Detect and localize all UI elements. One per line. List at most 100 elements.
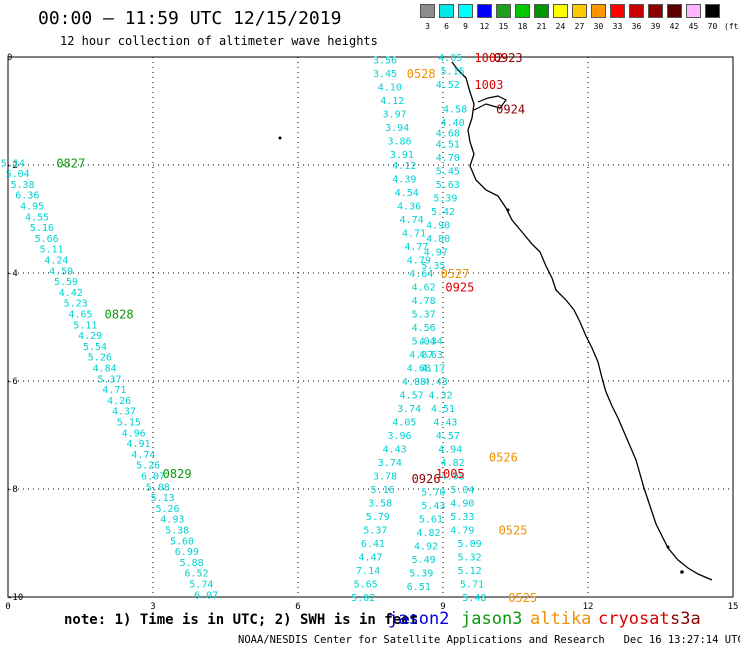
swh-value-jason3: 4.93 — [160, 515, 184, 526]
swh-value-altika: 4.64 — [409, 269, 433, 280]
swh-value-s3a: 5.43 — [421, 501, 445, 512]
swh-value-jason3: 5.16 — [30, 223, 54, 234]
swh-value-s3a: 4.58 — [443, 104, 467, 115]
time-labels: 0827 0828 0829 0528 0527 0526 0525 0525 1002 1003… — [56, 51, 537, 605]
swh-value-s3a: 6.51 — [407, 582, 431, 593]
swh-value-altika: 4.88 — [402, 377, 426, 388]
y-tick-label: -10 — [7, 593, 23, 603]
x-tick-label: 15 — [728, 602, 739, 612]
swh-value-altika: 5.79 — [366, 512, 390, 523]
scale-swatch — [572, 4, 587, 18]
island-dot — [278, 136, 282, 140]
swh-value-s3a: 5.15 — [441, 67, 465, 78]
swh-value-s3a: 5.09 — [458, 539, 482, 550]
swh-value-s3a: 4.51 — [431, 404, 455, 415]
swh-value-altika: 3.86 — [387, 137, 411, 148]
scale-label: 3 — [425, 22, 430, 31]
swh-value-altika: 4.79 — [407, 256, 431, 267]
scale-label: 39 — [650, 22, 661, 31]
chart-axes: 0 3 6 9 12 15 0 -2 -4 -6 -8 -10 — [5, 53, 738, 612]
swh-value-s3a: 5.39 — [433, 193, 457, 204]
swh-value-altika: 3.56 — [373, 56, 397, 67]
scale-swatch — [477, 4, 492, 18]
swh-value-s3a: 5.35 — [421, 261, 445, 272]
swh-value-jason3: 4.91 — [126, 439, 150, 450]
scale-label: (ft) — [724, 22, 740, 31]
swh-value-altika: 4.43 — [383, 445, 407, 456]
swh-value-jason3: 5.59 — [54, 277, 78, 288]
swh-value-jason3: 5.23 — [64, 299, 88, 310]
data-points: 5.145.045.386.364.954.555.165.665.114.24… — [1, 53, 487, 604]
swh-value-altika: 5.02 — [351, 593, 375, 604]
scale-swatch — [496, 4, 511, 18]
swh-value-altika: 4.87 — [409, 350, 433, 361]
x-tick-label: 6 — [295, 602, 300, 612]
swh-value-jason3: 5.13 — [151, 493, 175, 504]
scale-swatch — [534, 4, 549, 18]
legend-altika: altika — [530, 609, 592, 629]
legend-s3a: s3a — [670, 609, 701, 629]
swh-value-s3a: 4.43 — [424, 377, 448, 388]
swh-value-jason3: 6.07 — [141, 472, 165, 483]
page-subtitle: 12 hour collection of altimeter wave hei… — [60, 34, 378, 48]
swh-value-altika: 4.05 — [392, 418, 416, 429]
swh-value-altika: 4.47 — [358, 553, 382, 564]
swh-value-altika: 4.56 — [412, 323, 436, 334]
island-dot — [680, 570, 684, 574]
swh-value-s3a: 5.33 — [450, 512, 474, 523]
time-label-s3a: 0923 — [494, 51, 523, 65]
scale-label: 33 — [612, 22, 623, 31]
swh-value-jason3: 5.60 — [170, 536, 194, 547]
swh-value-altika: 4.12 — [392, 161, 416, 172]
swh-value-jason3: 5.14 — [1, 158, 25, 169]
legend-jason3: jason3 — [461, 609, 523, 629]
page-title: 00:00 – 11:59 UTC 12/15/2019 — [38, 8, 342, 29]
swh-value-altika: 5.37 — [363, 526, 387, 537]
scale-swatch — [610, 4, 625, 18]
coastline-path — [451, 61, 713, 581]
scale-swatch — [515, 4, 530, 18]
swh-value-altika: 3.74 — [397, 404, 421, 415]
scale-label: 21 — [536, 22, 547, 31]
swh-value-jason3: 5.66 — [35, 234, 59, 245]
time-label-cryosat: 0925 — [445, 281, 474, 295]
swh-value-s3a: 4.68 — [436, 129, 460, 140]
y-tick-label: -6 — [7, 377, 18, 387]
scale-label: 36 — [631, 22, 642, 31]
swh-value-s3a: 5.71 — [460, 580, 484, 591]
y-tick-label: -2 — [7, 161, 18, 171]
swh-value-s3a: 4.40 — [441, 118, 465, 129]
time-label-altika: 0525 — [508, 591, 537, 605]
swh-value-s3a: 4.82 — [416, 528, 440, 539]
credit-line: NOAA/NESDIS Center for Satellite Applica… — [238, 634, 740, 646]
swh-value-s3a: 4.51 — [436, 139, 460, 150]
swh-value-s3a: 5.70 — [421, 488, 445, 499]
swh-value-altika: 4.39 — [392, 175, 416, 186]
swh-value-jason3: 5.15 — [117, 418, 141, 429]
time-label-s3a: 0924 — [496, 102, 525, 116]
scale-swatch — [686, 4, 701, 18]
swh-value-jason3: 4.95 — [20, 202, 44, 213]
swh-value-s3a: 4.32 — [429, 391, 453, 402]
swh-value-altika: 4.62 — [412, 283, 436, 294]
scale-label: 12 — [479, 22, 490, 31]
swh-value-jason3: 5.04 — [6, 169, 30, 180]
swh-value-jason3: 5.11 — [39, 245, 63, 256]
scale-label: 24 — [555, 22, 566, 31]
swh-value-jason3: 5.38 — [165, 526, 189, 537]
time-label-s3a: 0926 — [412, 472, 441, 486]
swh-value-jason3: 4.42 — [59, 288, 83, 299]
swh-value-s3a: 4.43 — [433, 418, 457, 429]
time-label-altika: 0527 — [441, 267, 470, 281]
swh-value-jason3: 4.59 — [49, 266, 73, 277]
island-dot — [666, 545, 670, 549]
scale-swatch — [648, 4, 663, 18]
time-label-altika: 0528 — [407, 67, 436, 81]
swh-value-s3a: 4.05 — [438, 53, 462, 64]
swh-value-s3a: 4.94 — [438, 445, 462, 456]
swh-value-jason3: 4.71 — [102, 385, 126, 396]
swh-value-s3a: 5.63 — [436, 180, 460, 191]
swh-value-altika: 4.74 — [400, 215, 424, 226]
x-tick-label: 12 — [583, 602, 594, 612]
swh-value-altika: 6.41 — [361, 539, 385, 550]
